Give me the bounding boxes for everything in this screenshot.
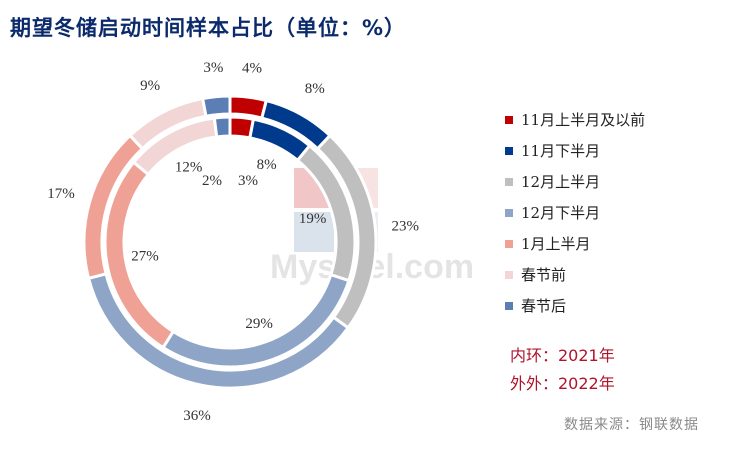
outer-ring-label-4: 17%: [47, 186, 75, 202]
source-note: 数据来源：钢联数据: [564, 417, 699, 433]
legend-swatch: [505, 301, 513, 310]
legend-label: 12月上半月: [521, 173, 601, 191]
legend-item: 春节前: [505, 259, 645, 290]
legend-swatch: [505, 115, 513, 124]
inner-ring-label-3: 29%: [245, 316, 273, 332]
inner-ring-label-2: 19%: [299, 211, 327, 227]
legend-label: 11月下半月: [521, 142, 601, 160]
inner-ring-label-0: 3%: [238, 173, 258, 189]
inner-ring-segment-6: [212, 115, 232, 139]
outer-ring-segment-6: [200, 94, 232, 119]
outer-ring-note: 外外：2022年: [510, 374, 615, 393]
legend-label: 春节前: [521, 266, 567, 284]
outer-ring-segment-0: [228, 94, 269, 120]
outer-ring-label-5: 9%: [140, 78, 160, 94]
legend-label: 12月下半月: [521, 204, 601, 222]
legend-swatch: [505, 208, 513, 217]
outer-ring-label-0: 4%: [242, 60, 262, 76]
legend-item: 12月上半月: [505, 166, 645, 197]
legend-swatch: [505, 146, 513, 155]
outer-ring-label-3: 36%: [183, 408, 211, 424]
outer-ring-label-1: 8%: [305, 81, 325, 97]
inner-ring-label-1: 8%: [257, 157, 277, 173]
legend-item: 11月上半月及以前: [505, 104, 645, 135]
legend-swatch: [505, 270, 513, 279]
inner-ring-note: 内环：2021年: [510, 346, 615, 365]
legend-label: 1月上半月: [521, 235, 591, 253]
legend-item: 春节后: [505, 290, 645, 321]
inner-ring-label-6: 2%: [202, 173, 222, 189]
legend-item: 12月下半月: [505, 197, 645, 228]
legend: 11月上半月及以前 11月下半月 12月上半月 12月下半月 1月上半月春节前春节后: [505, 104, 645, 321]
inner-ring-label-5: 12%: [175, 160, 203, 176]
legend-label: 11月上半月及以前: [521, 111, 646, 129]
chart-title: 期望冬储启动时间样本占比（单位：%）: [10, 16, 407, 40]
legend-label: 春节后: [521, 297, 567, 315]
legend-item: 11月下半月: [505, 135, 645, 166]
outer-ring-label-2: 23%: [391, 218, 419, 234]
legend-item: 1月上半月: [505, 228, 645, 259]
legend-swatch: [505, 239, 513, 248]
outer-ring-label-6: 3%: [203, 60, 223, 76]
inner-ring-label-4: 27%: [131, 248, 159, 264]
legend-swatch: [505, 177, 513, 186]
